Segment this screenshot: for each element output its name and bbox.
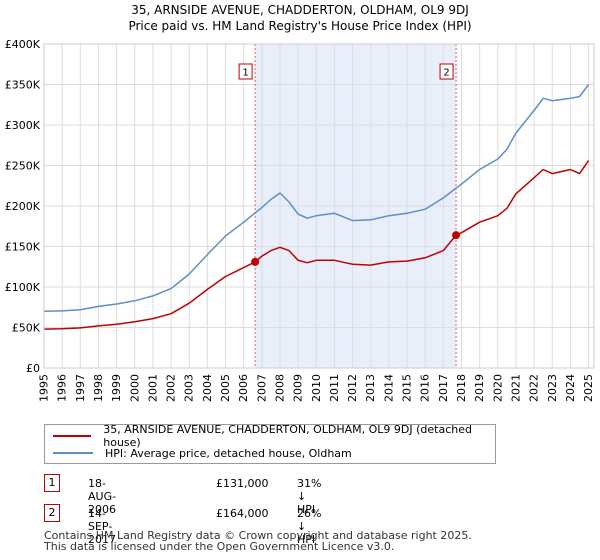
x-tick-label: 2016 <box>419 374 432 402</box>
x-tick-label: 2008 <box>273 374 286 402</box>
legend-swatch-property <box>53 435 92 437</box>
sale-label-box <box>439 63 454 80</box>
subtitle-line: Price paid vs. HM Land Registry's House … <box>128 19 472 33</box>
x-tick-label: 2003 <box>183 374 196 402</box>
x-tick-label: 2025 <box>582 374 595 402</box>
y-tick-label: £50K <box>12 322 41 335</box>
x-tick-label: 2023 <box>546 374 559 402</box>
x-tick-label: 1996 <box>56 374 69 402</box>
x-tick-label: 2010 <box>310 374 323 402</box>
legend-label-property: 35, ARNSIDE AVENUE, CHADDERTON, OLDHAM, … <box>103 423 473 449</box>
x-tick-label: 2002 <box>165 374 178 402</box>
series-line-hpi <box>43 84 590 313</box>
y-tick-label: £200K <box>5 200 41 213</box>
annotation-price-1: £131,000 <box>216 477 269 490</box>
x-tick-label: 2005 <box>219 374 232 402</box>
x-tick-label: 1997 <box>74 374 87 402</box>
x-tick-label: 2012 <box>346 374 359 402</box>
sale-label-number: 1 <box>242 68 248 79</box>
sale-point <box>452 231 461 240</box>
x-tick-label: 2001 <box>146 374 159 402</box>
x-tick-label: 2018 <box>455 374 468 402</box>
x-tick-label: 2017 <box>437 374 450 402</box>
y-tick-label: £350K <box>5 79 41 92</box>
y-tick-label: £0 <box>26 362 40 375</box>
legend-item-hpi: HPI: Average price, detached house, Oldh… <box>53 445 352 461</box>
x-tick-label: 2014 <box>382 374 395 402</box>
annotation-hpi-1: 31% ↓ HPI <box>297 477 322 516</box>
x-tick-label: 2015 <box>401 374 414 402</box>
sale-label-number: 2 <box>443 68 449 79</box>
footer: Contains HM Land Registry data © Crown c… <box>44 530 472 552</box>
x-tick-label: 2013 <box>364 374 377 402</box>
x-tick-label: 2011 <box>328 374 341 402</box>
chart-plot: £0 £50K £100K £150K £200K £250K £300K £350K £400… <box>5 38 595 402</box>
chart-legend: 35, ARNSIDE AVENUE, CHADDERTON, OLDHAM, … <box>44 423 496 464</box>
x-tick-label: 2022 <box>528 374 541 402</box>
legend-item-property: 35, ARNSIDE AVENUE, CHADDERTON, OLDHAM, … <box>53 423 495 449</box>
sale-point <box>251 257 260 266</box>
annotation-marker-2: 2 <box>44 504 60 522</box>
annotation-hpi-2: 26% ↓ HPI <box>297 507 322 546</box>
x-tick-label: 1995 <box>38 374 51 402</box>
x-tick-label: 2021 <box>509 374 522 402</box>
sale-label-box <box>238 63 253 80</box>
x-tick-label: 2019 <box>473 374 486 402</box>
x-tick-label: 2004 <box>201 374 214 402</box>
chart-title: 35, ARNSIDE AVENUE, CHADDERTON, OLDHAM, … <box>0 2 600 34</box>
x-tick-label: 2020 <box>491 374 504 402</box>
annotation-price-2: £164,000 <box>216 507 269 520</box>
footer-line-2: This data is licensed under the Open Gov… <box>44 540 395 553</box>
y-tick-label: £300K <box>5 119 41 132</box>
x-tick-label: 1998 <box>92 374 105 402</box>
x-tick-label: 2000 <box>128 374 141 402</box>
x-tick-label: 2024 <box>564 374 577 402</box>
y-tick-label: £100K <box>5 281 41 294</box>
series-line-property <box>43 160 590 330</box>
plot-frame <box>43 43 595 369</box>
y-tick-label: £400K <box>5 38 41 51</box>
x-tick-label: 2007 <box>255 374 268 402</box>
x-tick-label: 2006 <box>237 374 250 402</box>
y-tick-label: £250K <box>5 160 41 173</box>
x-tick-label: 1999 <box>110 374 123 402</box>
annotation-marker-1: 1 <box>44 474 60 492</box>
title-line: 35, ARNSIDE AVENUE, CHADDERTON, OLDHAM, … <box>131 3 469 17</box>
legend-swatch-hpi <box>53 452 93 454</box>
x-tick-label: 2009 <box>292 374 305 402</box>
y-tick-label: £150K <box>5 241 41 254</box>
annotation-date-1: 18-AUG-2006 <box>88 477 117 516</box>
legend-label-hpi: HPI: Average price, detached house, Oldh… <box>105 446 352 460</box>
footer-line-1: Contains HM Land Registry data © Crown c… <box>44 529 472 542</box>
annotation-date-2: 14-SEP-2017 <box>88 507 116 546</box>
